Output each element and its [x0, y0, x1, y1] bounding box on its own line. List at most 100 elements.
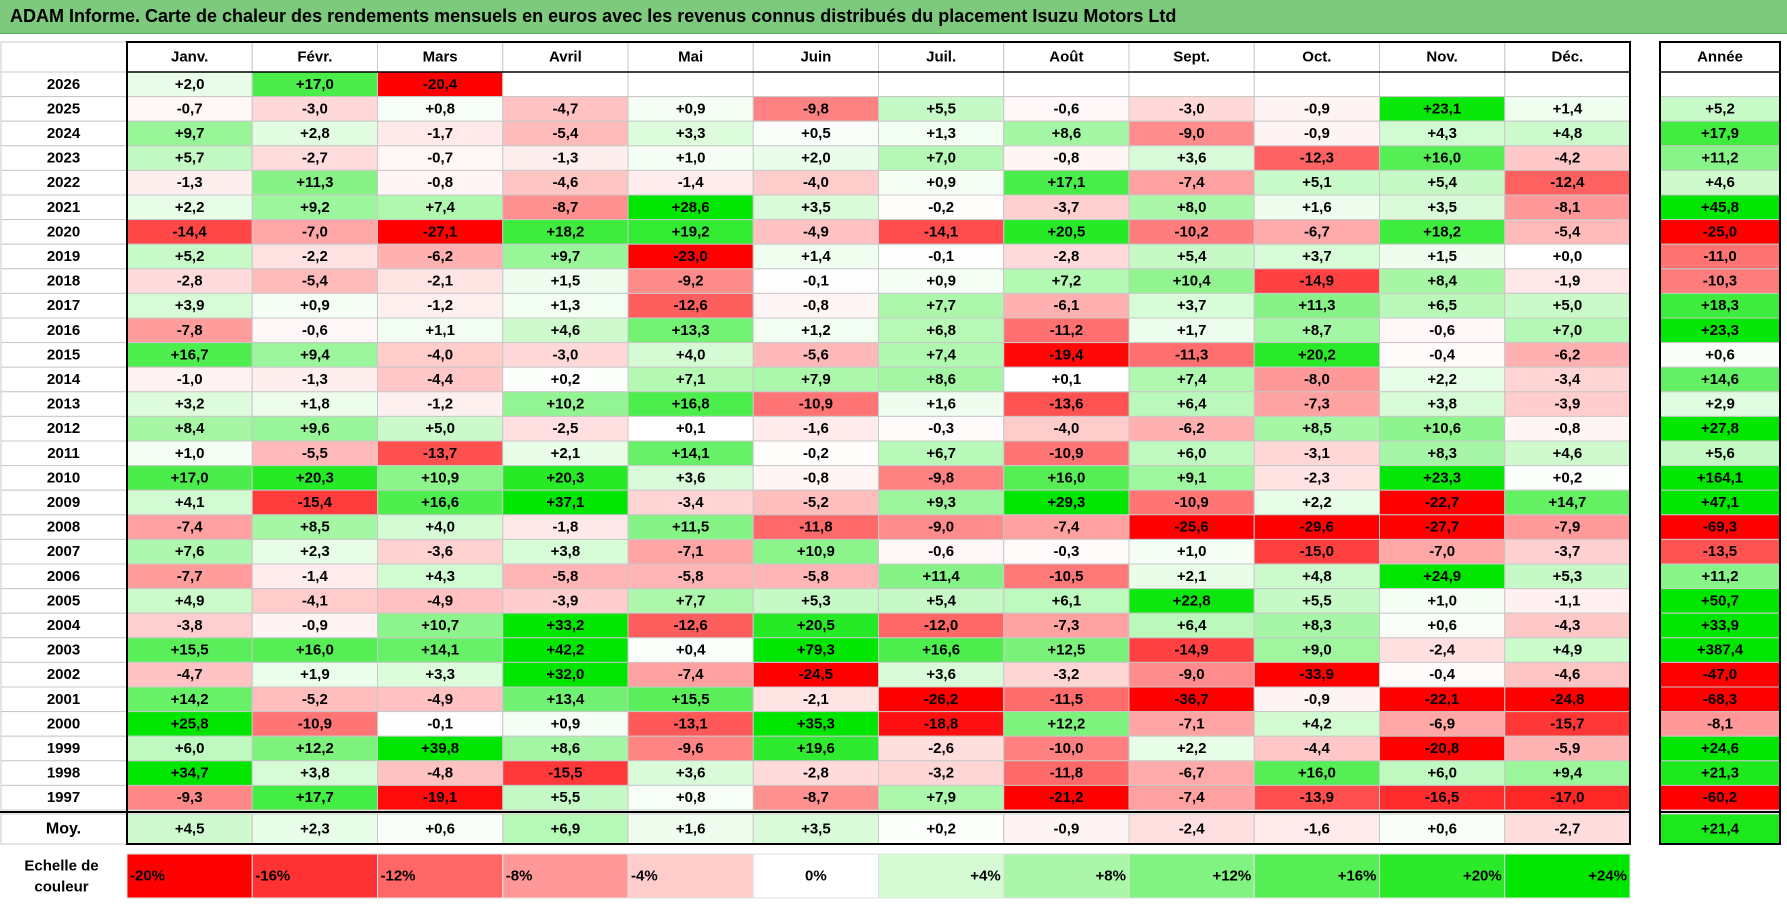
scale-label-line1: Echelle de: [24, 858, 98, 875]
heatmap-cell-value: +39,8: [421, 740, 459, 757]
heatmap-cell: [1003, 637, 1130, 663]
heatmap-cell-value: -0,8: [803, 469, 829, 486]
year-label: 2022: [47, 174, 80, 191]
heatmap-cell-value: +4,0: [425, 519, 455, 536]
heatmap-cell-value: +19,2: [672, 223, 710, 240]
heatmap-cell-value: -3,0: [552, 346, 578, 363]
year-label: 2018: [47, 273, 80, 290]
heatmap-cell-value: -2,8: [177, 273, 203, 290]
heatmap-cell-value: +5,2: [175, 248, 205, 265]
heatmap-cell-value: +17,7: [296, 789, 334, 806]
heatmap-cell-value: +0,2: [1553, 469, 1583, 486]
heatmap-cell: [1504, 243, 1631, 270]
heatmap-cell: [1379, 243, 1506, 270]
heatmap-cell-value: -4,6: [1554, 666, 1580, 683]
heatmap-cell-value: -6,2: [427, 248, 453, 265]
heatmap-cell-value: +17,0: [296, 76, 334, 93]
heatmap-cell: [1504, 194, 1631, 221]
heatmap-cell-value: +9,0: [1302, 642, 1332, 659]
heatmap-cell-value: +3,6: [676, 765, 706, 782]
heatmap-cell: [878, 465, 1005, 491]
year-label: 2020: [47, 223, 80, 240]
heatmap-cell-value: -3,1: [1304, 445, 1330, 462]
heatmap-cell: [1504, 538, 1631, 565]
heatmap-cell-value: -5,4: [302, 273, 329, 290]
heatmap-cell: [126, 366, 253, 393]
scale-swatch: [1128, 853, 1255, 899]
heatmap-cell-value: +8,0: [1177, 199, 1207, 216]
heatmap-cell: [1253, 219, 1380, 245]
scale-swatch-label: -20%: [130, 868, 165, 885]
heatmap-cell: [377, 120, 504, 147]
heatmap-cell-value: +7,1: [676, 371, 706, 388]
heatmap-cell: [126, 317, 253, 344]
heatmap-cell-value: -0,3: [1053, 543, 1079, 560]
average-cell-value: +0,6: [1427, 821, 1457, 838]
heatmap-cell-value: -5,8: [678, 568, 704, 585]
heatmap-cell-value: +2,8: [300, 125, 330, 142]
heatmap-cell: [1003, 465, 1130, 491]
heatmap-cell-value: -17,0: [1550, 789, 1584, 806]
heatmap-cell-value: +1,5: [1427, 248, 1457, 265]
heatmap-cell-value: +15,5: [672, 691, 710, 708]
average-cell-value: -1,6: [1304, 821, 1330, 838]
heatmap-cell-value: +3,5: [801, 199, 831, 216]
heatmap-cell: [627, 317, 754, 344]
heatmap-cell: [1379, 268, 1506, 294]
heatmap-cell-value: +14,2: [171, 691, 209, 708]
annual-cell: [1659, 219, 1781, 245]
year-label-cell: [0, 219, 128, 245]
annual-cell: [1659, 71, 1781, 98]
heatmap-cell: [752, 169, 879, 196]
year-label: 2002: [47, 666, 80, 683]
heatmap-cell: [251, 637, 378, 663]
heatmap-cell-value: +6,4: [1177, 396, 1207, 413]
year-label: 1998: [47, 765, 80, 782]
heatmap-cell-value: -2,2: [302, 248, 328, 265]
year-label: 2010: [47, 469, 80, 486]
heatmap-cell: [878, 489, 1005, 516]
heatmap-cell-value: +3,6: [676, 469, 706, 486]
average-cell-value: +2,3: [300, 821, 330, 838]
annual-cell-value: +11,2: [1701, 150, 1738, 167]
annual-cell-value: +14,6: [1701, 371, 1739, 388]
heatmap-cell: [1003, 71, 1130, 98]
heatmap-cell-value: -6,2: [1554, 346, 1580, 363]
heatmap-cell: [1003, 514, 1130, 540]
annual-header: Année: [1697, 49, 1743, 66]
average-cell: [1504, 813, 1631, 845]
average-cell: [377, 813, 504, 845]
heatmap-cell: [1003, 415, 1130, 442]
heatmap-cell-value: -4,9: [427, 592, 453, 609]
heatmap-cell-value: -6,7: [1179, 765, 1205, 782]
heatmap-cell: [1253, 268, 1380, 294]
heatmap-cell: [251, 342, 378, 368]
heatmap-cell-value: -10,9: [1175, 494, 1209, 511]
heatmap-cell-value: +8,5: [300, 519, 330, 536]
heatmap-cell: [627, 686, 754, 713]
heatmap-cell-value: +9,7: [551, 248, 581, 265]
heatmap-cell: [627, 243, 754, 270]
heatmap-cell-value: -0,4: [1429, 346, 1456, 363]
heatmap-cell: [1379, 588, 1506, 614]
heatmap-cell: [752, 538, 879, 565]
heatmap-cell: [251, 415, 378, 442]
heatmap-cell: [878, 292, 1005, 319]
scale-swatch: [1003, 853, 1130, 899]
heatmap-cell-value: +14,7: [1548, 494, 1586, 511]
scale-swatch: [627, 853, 754, 899]
heatmap-cell: [878, 784, 1005, 811]
heatmap-cell: [1253, 243, 1380, 270]
heatmap-cell-value: +7,9: [801, 371, 831, 388]
heatmap-cell-value: +8,6: [1052, 125, 1082, 142]
year-label-cell: [0, 96, 128, 122]
average-cell-value: -2,4: [1179, 821, 1206, 838]
heatmap-cell-value: +3,8: [551, 543, 581, 560]
heatmap-cell: [1379, 219, 1506, 245]
heatmap-cell-value: +0,0: [1553, 248, 1583, 265]
heatmap-cell: [752, 465, 879, 491]
heatmap-cell: [1504, 391, 1631, 417]
heatmap-cell: [377, 489, 504, 516]
heatmap-cell-value: -0,7: [177, 100, 203, 117]
heatmap-cell: [377, 661, 504, 688]
